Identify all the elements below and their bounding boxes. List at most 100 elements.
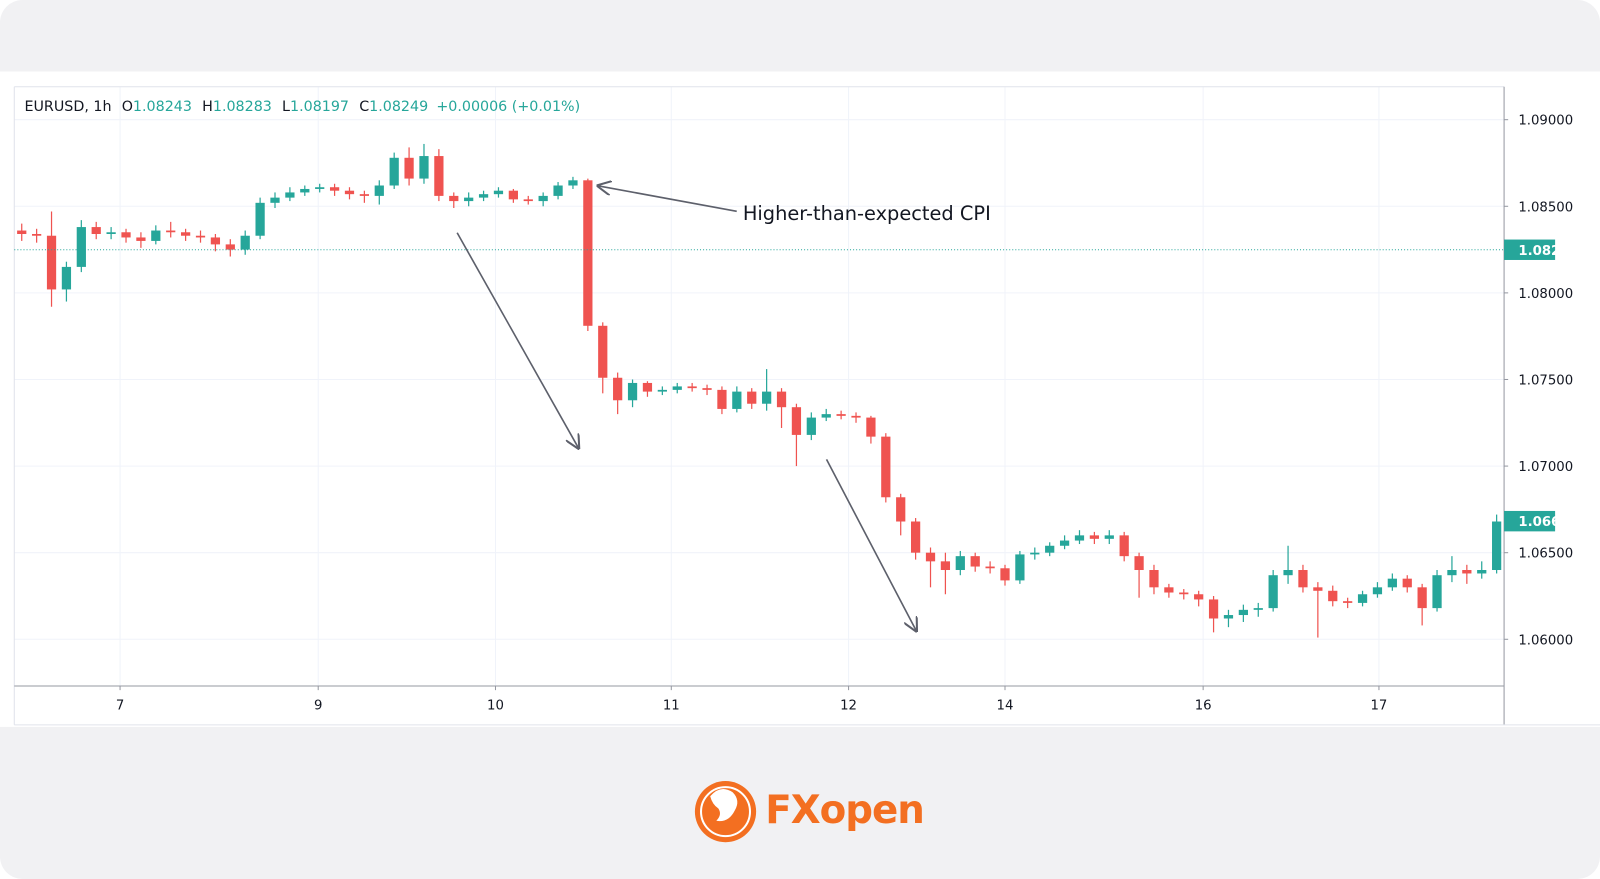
candle-body bbox=[1104, 535, 1114, 539]
l-value: 1.08197 bbox=[290, 99, 349, 115]
candle-body bbox=[508, 190, 518, 200]
candle-body bbox=[359, 194, 370, 196]
o-label: O bbox=[122, 99, 133, 115]
candle-body bbox=[1492, 521, 1502, 571]
candle-body bbox=[374, 185, 384, 196]
candle-body bbox=[970, 556, 980, 567]
candle-body bbox=[657, 389, 667, 392]
candle-body bbox=[121, 232, 131, 238]
candle-body bbox=[613, 377, 623, 401]
candle-body bbox=[136, 237, 146, 241]
candle-body bbox=[642, 382, 653, 392]
candle-body bbox=[791, 407, 802, 435]
candle-body bbox=[1357, 594, 1368, 603]
candle-body bbox=[449, 195, 459, 202]
annotation-arrow bbox=[598, 186, 737, 213]
candle-body bbox=[747, 391, 757, 404]
candle-body bbox=[1238, 609, 1248, 616]
candle-body bbox=[1477, 570, 1487, 574]
candle-body bbox=[240, 235, 250, 250]
candle-body bbox=[806, 417, 816, 435]
x-tick-label: 17 bbox=[1371, 698, 1388, 713]
candle-body bbox=[1030, 552, 1040, 555]
candle-body bbox=[91, 227, 101, 234]
candle-body bbox=[598, 325, 608, 378]
candle-body bbox=[553, 185, 563, 196]
candle-body bbox=[61, 266, 72, 290]
candle-body bbox=[32, 233, 42, 236]
candle-body bbox=[717, 389, 727, 409]
candle-body bbox=[300, 188, 310, 193]
logo-shape bbox=[710, 788, 738, 822]
x-tick-label: 7 bbox=[116, 698, 124, 713]
candle-body bbox=[1328, 590, 1338, 602]
candle-body bbox=[1119, 535, 1129, 557]
candle-body bbox=[285, 192, 295, 198]
candle-body bbox=[166, 230, 176, 233]
x-tick-label: 14 bbox=[997, 698, 1014, 713]
candle-body bbox=[329, 187, 340, 191]
candle-body bbox=[210, 237, 221, 245]
x-tick-label: 12 bbox=[840, 698, 857, 713]
candle-body bbox=[866, 417, 876, 437]
candle-body bbox=[1283, 570, 1293, 576]
candle-body bbox=[538, 195, 548, 202]
price-label: 1.08249 bbox=[1518, 244, 1578, 259]
candle-body bbox=[1372, 587, 1383, 595]
candle-body bbox=[1164, 587, 1174, 593]
candle-body bbox=[1447, 570, 1457, 576]
candle-body bbox=[672, 386, 682, 390]
logo: FXopen bbox=[694, 780, 925, 843]
x-tick-label: 10 bbox=[487, 698, 504, 713]
candle-body bbox=[1194, 594, 1204, 600]
candle-body bbox=[1045, 545, 1055, 553]
legend-header: EURUSD, 1h O1.08243 H1.08283 L1.08197 C1.082… bbox=[24, 99, 580, 115]
candle-body bbox=[1208, 599, 1219, 619]
candle-body bbox=[955, 556, 965, 571]
y-tick-label: 1.07000 bbox=[1518, 460, 1573, 475]
trend-arrow bbox=[456, 232, 578, 448]
candle-body bbox=[46, 235, 57, 290]
candle-body bbox=[1000, 568, 1010, 581]
symbol: EURUSD, 1h bbox=[24, 99, 111, 115]
candle-body bbox=[910, 521, 921, 553]
y-tick-label: 1.08500 bbox=[1518, 200, 1573, 215]
candle-body bbox=[1417, 587, 1427, 609]
candle-body bbox=[925, 552, 936, 562]
y-tick-label: 1.08000 bbox=[1518, 287, 1573, 302]
candle-body bbox=[851, 415, 861, 418]
candle-body bbox=[732, 391, 742, 409]
candle-body bbox=[151, 230, 161, 241]
candle-body bbox=[225, 244, 235, 250]
x-tick-label: 16 bbox=[1195, 698, 1212, 713]
x-tick-label: 9 bbox=[314, 698, 322, 713]
candle-body bbox=[1253, 608, 1263, 610]
last-price-box bbox=[1504, 510, 1556, 532]
l-label: L bbox=[282, 99, 290, 115]
candle-body bbox=[1134, 556, 1144, 571]
candle-body bbox=[17, 230, 27, 234]
candle-body bbox=[1089, 535, 1100, 539]
x-tick-label: 11 bbox=[663, 698, 680, 713]
candle-body bbox=[1298, 570, 1308, 588]
candle-body bbox=[493, 190, 504, 195]
candle-body bbox=[776, 391, 787, 408]
c-value: 1.08249 bbox=[369, 99, 428, 115]
candle-body bbox=[270, 197, 280, 203]
y-tick-label: 1.06000 bbox=[1518, 633, 1573, 648]
axes: 1.06000 1.06500 1.07000 1.07500 1.08000 1.085… bbox=[14, 114, 1579, 713]
candle-body bbox=[523, 199, 533, 202]
grid bbox=[14, 86, 1505, 687]
candle-body bbox=[180, 232, 191, 236]
candle-body bbox=[627, 382, 638, 401]
candle-body bbox=[195, 235, 206, 238]
candle-body bbox=[1223, 615, 1234, 619]
candle-body bbox=[881, 436, 891, 498]
candle-body bbox=[1462, 570, 1472, 574]
price-label-box bbox=[1504, 239, 1556, 260]
o-value: 1.08243 bbox=[133, 99, 192, 115]
last-price-label: 1.06682 bbox=[1518, 515, 1578, 530]
candle-body bbox=[478, 194, 489, 198]
candle-body bbox=[255, 202, 265, 236]
